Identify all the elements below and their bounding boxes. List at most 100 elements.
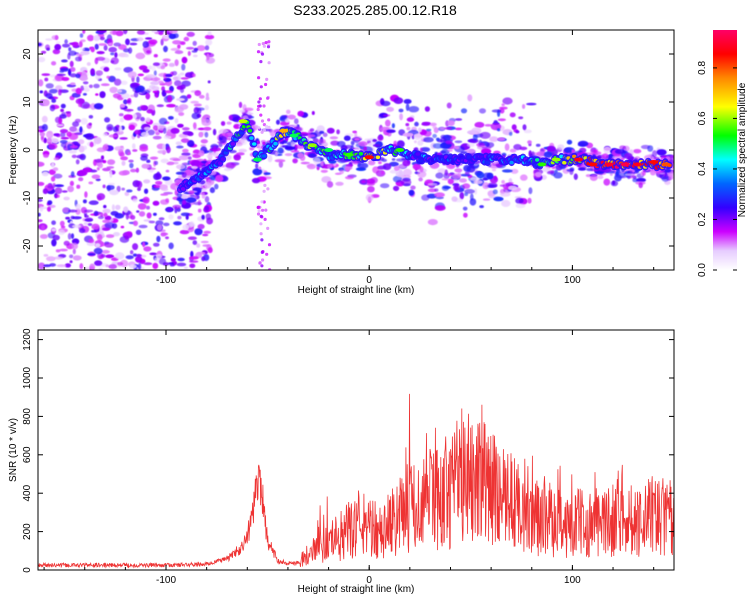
spectrogram-noise-blob [102,219,111,224]
spectrogram-noise-blob [177,175,184,180]
spectrogram-noise-blob [557,144,565,151]
spectrogram-noise-blob [123,114,133,121]
spectrogram-noise-blob [188,190,195,195]
spectrogram-noise-blob [138,211,146,217]
spectrogram-noise-blob [82,199,87,204]
spectrogram-noise-blob [204,205,210,212]
spectrogram-noise-blob [511,124,517,131]
spectrogram-noise-blob [528,187,533,195]
spectrogram-noise-blob [179,229,190,235]
spectrogram-noise-blob [233,154,241,161]
spectrogram-noise-blob [88,115,94,119]
spectrogram-noise-blob [266,96,270,100]
spectrogram-noise-blob [193,122,197,129]
spectrogram-noise-blob [103,212,108,218]
spectrogram-noise-blob [161,187,169,192]
spectrogram-noise-blob [123,99,128,105]
spectrogram-noise-blob [434,192,445,198]
spectrogram-noise-blob [526,102,537,106]
spectrogram-noise-blob [437,168,447,174]
spectrogram-noise-blob [96,167,100,171]
spectrogram-noise-blob [54,43,62,51]
spectrogram-noise-blob [205,92,209,99]
spectrogram-noise-blob [156,224,163,231]
spectrogram-noise-blob [80,47,85,51]
spectrogram-noise-blob [94,43,99,50]
spectrogram-noise-blob [72,41,79,48]
spectrogram-noise-blob [659,172,666,175]
spectrogram-noise-blob [87,223,93,226]
spectrogram-noise-blob [70,82,76,86]
spectrogram-noise-blob [47,185,56,189]
spectrogram-noise-blob [546,145,556,152]
spectrogram-noise-blob [113,42,121,47]
spectrogram-noise-blob [85,266,90,270]
spectrogram-noise-blob [181,63,186,71]
spectrogram-noise-blob [121,93,130,99]
spectrogram-noise-blob [306,163,316,170]
spectrogram-noise-blob [86,241,96,247]
spectrogram-noise-blob [339,169,345,175]
spectrogram-noise-blob [44,77,49,82]
spectrogram-noise-blob [204,104,209,111]
spectrogram-noise-blob [160,38,164,46]
spectrogram-noise-blob [61,190,68,193]
spectrogram-noise-blob [87,253,96,256]
spectrogram-noise-blob [82,93,87,96]
spectrogram-noise-blob [174,80,182,87]
spectrogram-noise-blob [260,52,265,56]
spectrogram-noise-blob [225,162,237,168]
spectrogram-noise-blob [51,220,56,225]
spectrogram-noise-blob [267,243,272,247]
spectrogram-noise-blob [190,100,199,104]
spectrogram-noise-blob [368,142,372,147]
spectrogram-noise-blob [174,118,179,124]
spectrogram-noise-blob [176,164,186,170]
spectrogram-noise-blob [207,247,213,254]
spectrogram-noise-blob [462,206,468,211]
spectrogram-noise-blob [59,114,67,119]
spectrogram-noise-blob [218,136,227,143]
spectrogram-noise-blob [76,184,81,189]
spectrogram-noise-blob [135,52,146,60]
spectrogram-noise-blob [41,124,48,131]
spectrogram-noise-blob [198,131,204,138]
spectrogram-noise-blob [43,264,51,268]
spectrogram-noise-blob [420,147,431,152]
spectrogram-noise-blob [59,248,68,252]
spectrogram-noise-blob [138,224,148,229]
spectrogram-noise-blob [350,140,355,146]
spectrogram-noise-blob [367,186,375,193]
spectrogram-noise-blob [96,51,105,55]
spectrogram-noise-blob [142,68,150,73]
spectrogram-noise-blob [50,176,56,182]
snr-ylabel: SNR (10 * v/v) [8,418,19,482]
spectrogram-noise-blob [378,161,382,165]
spectrogram-xtick-label: 0 [366,275,372,286]
spectrogram-noise-blob [160,199,169,205]
spectrogram-noise-blob [56,124,64,127]
spectrogram-noise-blob [160,65,166,70]
spectrogram-noise-blob [432,133,437,139]
spectrogram-noise-blob [358,141,368,147]
spectrogram-noise-blob [135,167,140,173]
spectrogram-noise-blob [632,178,638,183]
spectrogram-noise-blob [124,54,129,58]
spectrogram-noise-blob [402,159,411,167]
spectrogram-noise-blob [170,257,176,262]
spectrogram-noise-blob [197,108,202,115]
spectrogram-noise-blob [499,106,508,110]
spectrogram-noise-blob [61,77,70,81]
spectrogram-noise-blob [463,212,468,218]
spectrogram-noise-blob [125,38,130,46]
spectrogram-noise-blob [49,104,56,112]
spectrogram-noise-blob [60,67,69,72]
spectrogram-noise-blob [142,196,150,204]
spectrogram-noise-blob [499,184,506,187]
spectrogram-noise-blob [264,208,268,212]
spectrogram-noise-blob [113,78,122,86]
spectrogram-noise-blob [174,59,179,67]
spectrogram-noise-blob [410,185,416,190]
spectrogram-noise-blob [267,118,271,122]
